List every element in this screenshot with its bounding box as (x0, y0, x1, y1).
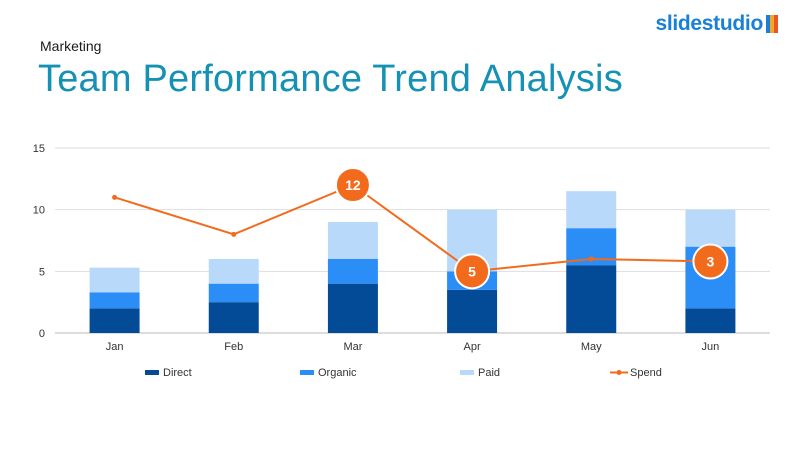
slide-title: Team Performance Trend Analysis (38, 58, 623, 100)
bar-paid-mar (327, 222, 378, 259)
x-tick-label: Feb (224, 341, 243, 353)
bar-paid-jan (89, 267, 140, 293)
legend-swatch-organic (300, 370, 314, 375)
brand-logo-icon (766, 15, 778, 33)
y-tick-label: 10 (33, 205, 45, 217)
bar-direct-feb (208, 302, 259, 333)
x-tick-label: Jun (702, 341, 720, 353)
brand-logo-stripe-3 (774, 15, 778, 33)
bar-organic-feb (208, 283, 259, 303)
brand-logo-stripe-2 (770, 15, 774, 33)
bar-paid-jun (685, 209, 736, 247)
x-tick-label: Mar (343, 341, 362, 353)
legend-label-paid: Paid (478, 367, 500, 379)
bar-direct-mar (327, 283, 378, 333)
x-tick-label: May (581, 341, 602, 353)
slide-kicker: Marketing (40, 38, 102, 54)
grid-layer (55, 147, 770, 334)
callout-marker (454, 253, 491, 290)
y-tick-label: 15 (33, 143, 45, 155)
callout-label: 3 (707, 253, 715, 269)
bar-direct-jun (685, 308, 736, 333)
legend-label-direct: Direct (163, 367, 192, 379)
tick-layer: 0 5 10 15 Jan Feb Mar Apr May Jun (33, 143, 720, 353)
bar-direct-may (566, 265, 617, 333)
spend-line-layer (112, 182, 713, 274)
legend-swatch-direct (145, 370, 159, 375)
callout-label: 12 (345, 177, 361, 193)
spend-point-jan (112, 194, 118, 200)
spend-point-feb (231, 231, 237, 237)
legend-swatch-paid (460, 370, 474, 375)
legend-label-spend: Spend (630, 367, 662, 379)
callout-marker (334, 167, 371, 203)
legend-label-organic: Organic (318, 367, 357, 379)
spend-point-may (588, 256, 594, 262)
bar-paid-feb (208, 259, 259, 284)
brand-logo-stripe-1 (766, 15, 770, 33)
callout-marker (692, 243, 729, 280)
x-tick-label: Apr (464, 341, 481, 353)
brand-logo: slidestudio (655, 12, 778, 36)
y-tick-label: 5 (39, 266, 45, 278)
legend-swatch-marker (616, 370, 622, 375)
bar-direct-apr (447, 289, 498, 333)
bar-paid-may (566, 191, 617, 229)
x-tick-label: Jan (106, 341, 124, 353)
spend-line (114, 183, 711, 273)
bar-direct-jan (89, 308, 140, 333)
bar-layer (89, 191, 736, 333)
callout-label: 5 (468, 263, 476, 279)
y-tick-label: 0 (39, 328, 45, 340)
legend: Direct Organic Paid Spend (145, 367, 662, 379)
callout-layer: 12 5 3 (334, 167, 729, 290)
bar-organic-mar (327, 259, 378, 284)
team-performance-chart: 12 5 3 0 5 10 15 Jan Feb Mar Apr May Jun Direct Orga… (33, 143, 770, 379)
bar-organic-jan (89, 292, 140, 309)
brand-name: slidestudio (655, 12, 763, 35)
